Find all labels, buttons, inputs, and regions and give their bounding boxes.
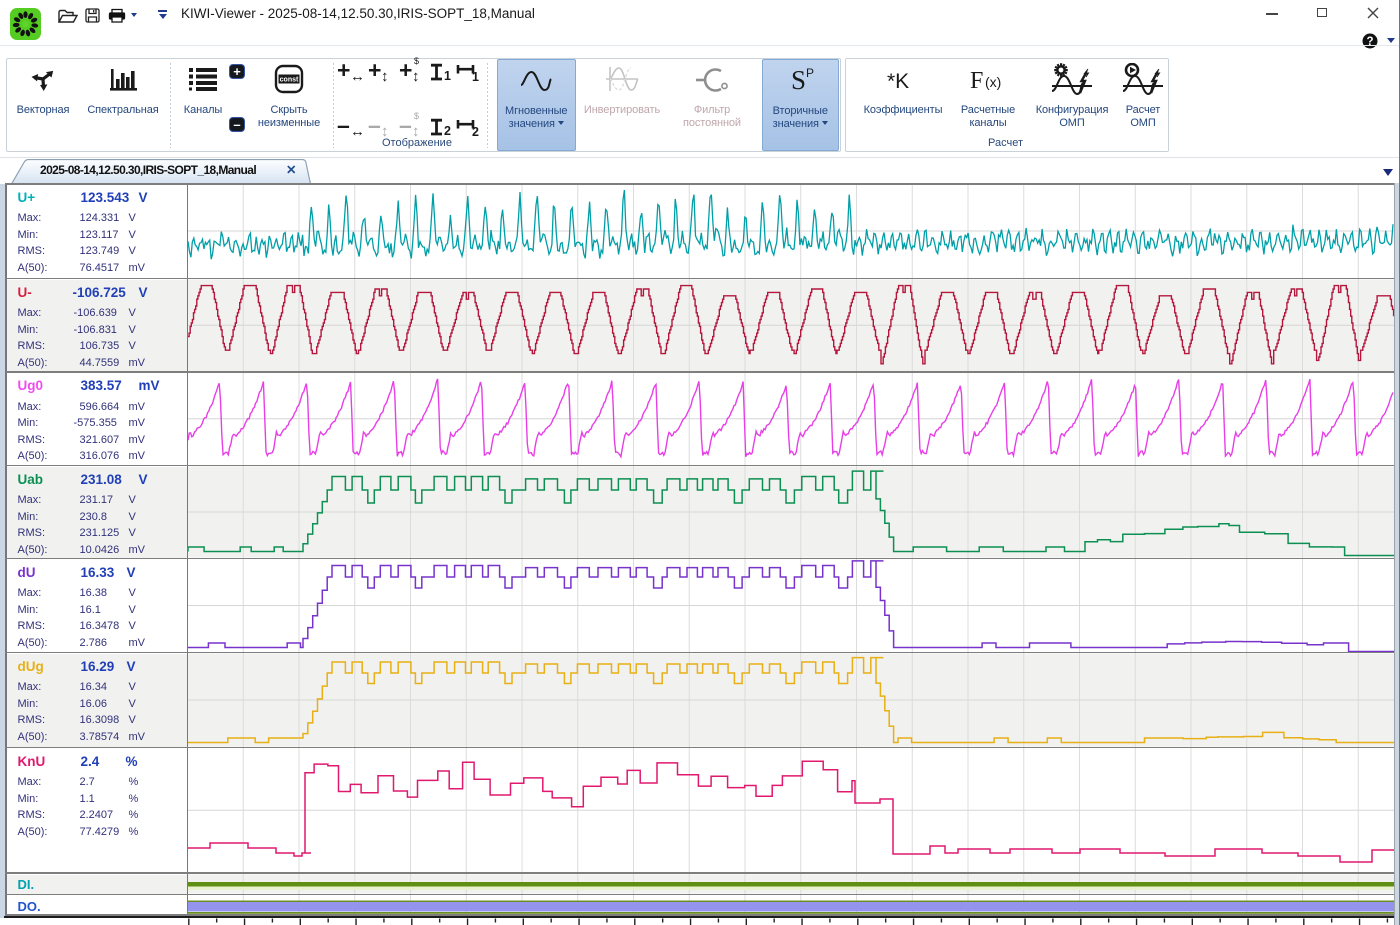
- svg-text:*K: *K: [887, 70, 909, 93]
- svg-text:P: P: [806, 66, 814, 80]
- svg-text:(x): (x): [985, 74, 1001, 90]
- svg-text:const: const: [280, 77, 299, 84]
- svg-text:F: F: [970, 68, 983, 94]
- svg-text:?: ?: [1366, 36, 1373, 48]
- svg-text:S: S: [791, 65, 806, 95]
